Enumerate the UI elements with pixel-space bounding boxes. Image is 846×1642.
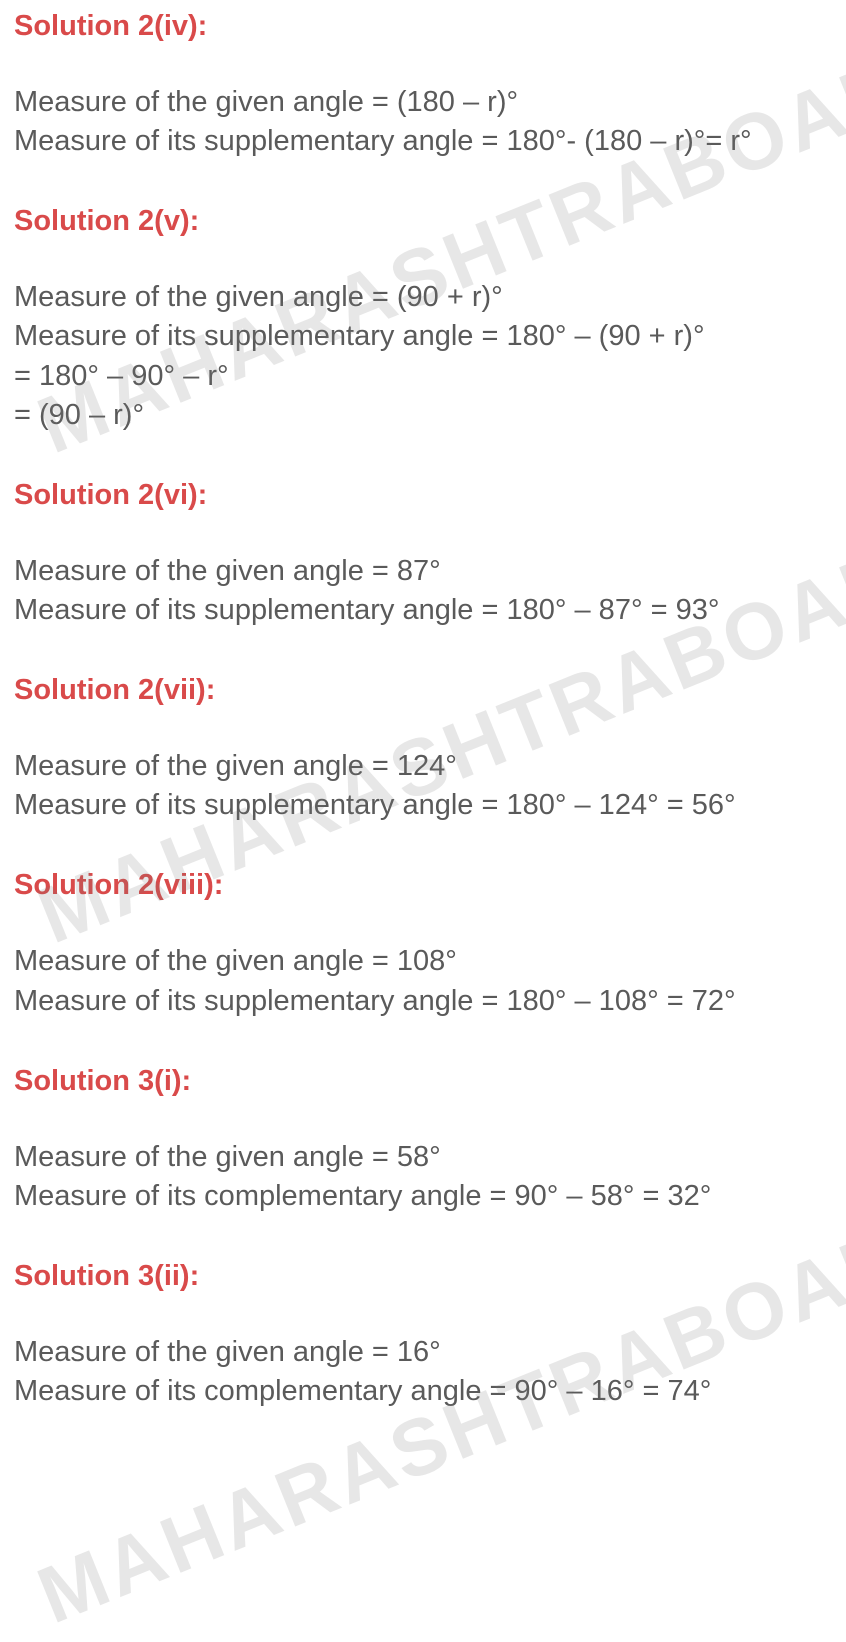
solution-line: Measure of the given angle = 16° [14,1333,832,1372]
solution-section: Solution 3(ii): Measure of the given ang… [14,1260,832,1411]
solution-heading: Solution 2(viii): [14,869,832,902]
solution-line: Measure of the given angle = 58° [14,1138,832,1177]
solution-heading: Solution 2(vi): [14,479,832,512]
solution-line: Measure of the given angle = 108° [14,942,832,981]
solution-line: Measure of its complementary angle = 90°… [14,1372,832,1411]
solution-line: Measure of its supplementary angle = 180… [14,786,832,825]
solution-section: Solution 2(iv): Measure of the given ang… [14,10,832,161]
solution-line: Measure of the given angle = 87° [14,552,832,591]
solution-line: Measure of its supplementary angle = 180… [14,317,832,356]
solution-line: Measure of its supplementary angle = 180… [14,122,832,161]
solution-heading: Solution 2(iv): [14,10,832,43]
solution-heading: Solution 3(i): [14,1065,832,1098]
solution-section: Solution 2(vii): Measure of the given an… [14,674,832,825]
solution-line: Measure of the given angle = (90 + r)° [14,278,832,317]
solution-section: Solution 2(viii): Measure of the given a… [14,869,832,1020]
solution-line: = (90 – r)° [14,396,832,435]
solution-line: Measure of its complementary angle = 90°… [14,1177,832,1216]
solution-heading: Solution 3(ii): [14,1260,832,1293]
solution-heading: Solution 2(vii): [14,674,832,707]
solution-section: Solution 2(vi): Measure of the given ang… [14,479,832,630]
solution-section: Solution 3(i): Measure of the given angl… [14,1065,832,1216]
solution-line: Measure of its supplementary angle = 180… [14,982,832,1021]
solution-line: = 180° – 90° – r° [14,357,832,396]
solution-line: Measure of its supplementary angle = 180… [14,591,832,630]
solution-line: Measure of the given angle = 124° [14,747,832,786]
solution-section: Solution 2(v): Measure of the given angl… [14,205,832,435]
solution-line: Measure of the given angle = (180 – r)° [14,83,832,122]
solution-heading: Solution 2(v): [14,205,832,238]
